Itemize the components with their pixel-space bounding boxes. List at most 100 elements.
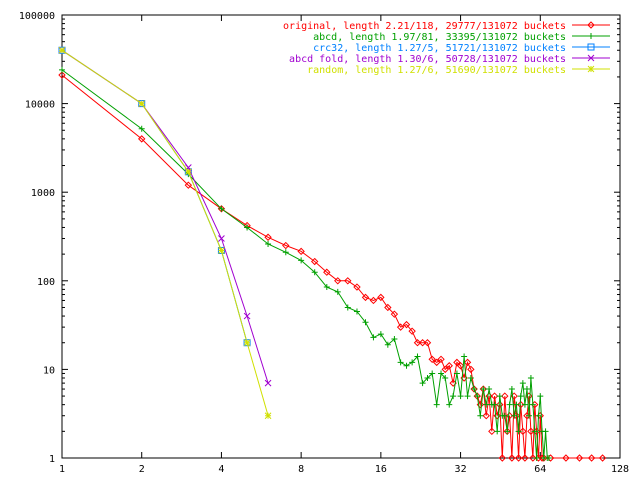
data-point <box>525 412 532 419</box>
data-point <box>243 339 251 347</box>
x-tick-label: 8 <box>298 464 304 475</box>
x-tick-label: 16 <box>375 464 387 475</box>
data-point <box>477 412 484 419</box>
data-point <box>575 454 584 462</box>
data-point <box>527 374 534 381</box>
data-point <box>419 380 426 387</box>
data-point <box>463 358 472 367</box>
data-point <box>218 247 225 254</box>
data-point <box>531 428 538 435</box>
legend-marker <box>587 65 595 73</box>
data-point <box>517 393 524 400</box>
data-point <box>184 181 193 189</box>
data-point <box>413 339 422 347</box>
data-point <box>491 401 498 408</box>
data-point <box>423 339 432 347</box>
data-point <box>218 205 225 212</box>
x-tick-label: 2 <box>139 464 145 475</box>
data-point <box>490 392 499 400</box>
series-line <box>61 74 603 459</box>
data-point <box>588 33 594 39</box>
data-point <box>298 257 305 264</box>
plot-frame <box>61 14 621 459</box>
legend-marker <box>587 43 595 51</box>
x-tick-label: 32 <box>455 464 467 475</box>
series-layer <box>58 46 607 462</box>
data-point <box>282 249 289 256</box>
data-point <box>545 455 552 461</box>
x-tick-label: 4 <box>218 464 224 475</box>
data-point <box>442 374 449 381</box>
series-2 <box>58 46 251 347</box>
data-point <box>453 358 461 367</box>
legend-marker <box>587 54 595 62</box>
series-line <box>61 69 549 459</box>
data-point <box>519 427 527 436</box>
x-tick-label: 128 <box>611 464 629 475</box>
data-point <box>138 135 146 143</box>
data-point <box>409 359 416 366</box>
data-point <box>453 370 460 377</box>
y-tick-label: 1000 <box>31 188 55 199</box>
data-point <box>403 362 410 369</box>
data-point <box>428 355 436 364</box>
data-point <box>441 365 449 374</box>
data-point <box>562 454 570 462</box>
data-point <box>437 355 445 364</box>
data-point <box>138 125 145 132</box>
data-point <box>390 310 399 318</box>
data-point <box>456 362 465 370</box>
data-point <box>494 428 501 435</box>
data-point <box>353 283 361 291</box>
data-point <box>418 339 427 347</box>
legend-marker <box>587 21 595 29</box>
data-point <box>377 293 385 302</box>
data-point <box>471 386 478 393</box>
data-point <box>264 379 272 387</box>
data-point <box>384 303 392 312</box>
series-line <box>61 49 269 416</box>
data-point <box>486 386 493 393</box>
data-point <box>438 370 445 377</box>
y-tick-label: 1 <box>49 454 55 465</box>
data-point <box>488 427 496 436</box>
data-point <box>523 386 530 393</box>
x-tick-label: 64 <box>534 464 546 475</box>
data-point <box>503 427 511 436</box>
data-point <box>501 392 509 400</box>
legend-label: abcd, length 1.97/81, 33395/131072 bucke… <box>313 32 566 43</box>
data-point <box>244 224 251 231</box>
data-point <box>384 341 391 348</box>
legend-marker <box>588 33 594 39</box>
data-point <box>542 428 549 435</box>
data-point <box>467 374 474 381</box>
data-point <box>424 374 431 381</box>
data-point <box>391 336 398 343</box>
data-point <box>535 412 542 419</box>
data-point <box>467 365 475 374</box>
data-point <box>587 43 595 51</box>
data-point <box>514 454 523 462</box>
legend-label: crc32, length 1.27/5, 51721/131072 bucke… <box>313 43 566 54</box>
data-point <box>598 454 607 462</box>
data-point <box>408 327 416 335</box>
data-point <box>457 393 464 400</box>
data-point <box>218 235 225 242</box>
data-point <box>433 401 440 408</box>
series-4 <box>58 46 272 420</box>
data-point <box>184 168 192 176</box>
data-point <box>243 312 251 320</box>
data-point <box>470 385 478 393</box>
data-point <box>513 401 520 408</box>
data-point <box>515 428 522 435</box>
data-point <box>138 100 146 107</box>
data-point <box>521 454 529 462</box>
legend-label: random, length 1.27/6, 51690/131072 buck… <box>307 65 566 76</box>
y-tick-label: 10000 <box>25 100 55 111</box>
legend: original, length 2.21/118, 29777/131072 … <box>283 21 610 76</box>
data-point <box>264 233 272 241</box>
data-point <box>446 401 453 408</box>
data-point <box>334 277 342 285</box>
data-point <box>498 454 507 462</box>
